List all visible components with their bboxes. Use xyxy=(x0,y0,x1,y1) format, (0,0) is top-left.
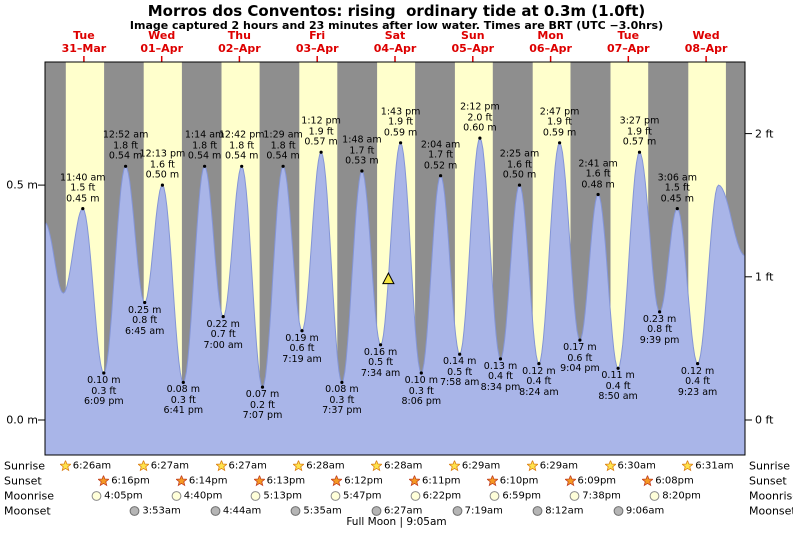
current-tide-marker xyxy=(382,272,395,285)
tide-extreme-dot xyxy=(675,207,679,211)
tide-extreme-dot xyxy=(558,141,562,145)
tide-extreme-dot xyxy=(419,371,423,375)
tide-extreme-dot xyxy=(458,352,462,356)
tide-extreme-dot xyxy=(181,380,185,384)
tide-extreme-dot xyxy=(143,300,147,305)
tide-extreme-dot xyxy=(124,164,128,168)
tide-extreme-dot xyxy=(240,164,244,168)
tide-extreme-dot xyxy=(616,366,620,370)
tide-extreme-dot xyxy=(360,169,364,173)
tide-extreme-dot xyxy=(696,362,700,366)
tide-extreme-dot xyxy=(537,362,541,366)
tide-extreme-dot xyxy=(637,150,642,154)
moon-phase-footer: Full Moon | 9:05am xyxy=(346,516,447,528)
chart-title: Morros dos Conventos: rising ordinary ti… xyxy=(147,2,646,20)
tide-extreme-dot xyxy=(596,192,600,197)
tide-extreme-dot xyxy=(517,183,522,187)
tide-extreme-dot xyxy=(379,343,383,347)
tide-extreme-dot xyxy=(300,329,304,333)
tide-extreme-dot xyxy=(439,174,443,178)
tide-extreme-dot xyxy=(102,371,106,375)
tide-extreme-dot xyxy=(658,310,662,314)
plot-frame xyxy=(44,61,746,456)
tide-extreme-dot xyxy=(81,207,85,211)
chart-subtitle: Image captured 2 hours and 23 minutes af… xyxy=(129,19,664,32)
tide-extreme-dot xyxy=(478,136,482,140)
tide-extreme-dot xyxy=(203,164,207,168)
tide-extreme-dot xyxy=(498,357,503,361)
tide-extreme-dot xyxy=(221,315,225,319)
tide-extreme-dot xyxy=(160,183,164,187)
tide-extreme-dot xyxy=(319,150,323,154)
tide-extreme-dot xyxy=(281,164,285,168)
tide-extreme-dot xyxy=(260,385,265,389)
tide-extreme-dot xyxy=(578,338,582,342)
tide-extreme-dot xyxy=(399,141,403,145)
tide-extreme-dot xyxy=(340,380,344,384)
tide-area xyxy=(44,137,746,456)
